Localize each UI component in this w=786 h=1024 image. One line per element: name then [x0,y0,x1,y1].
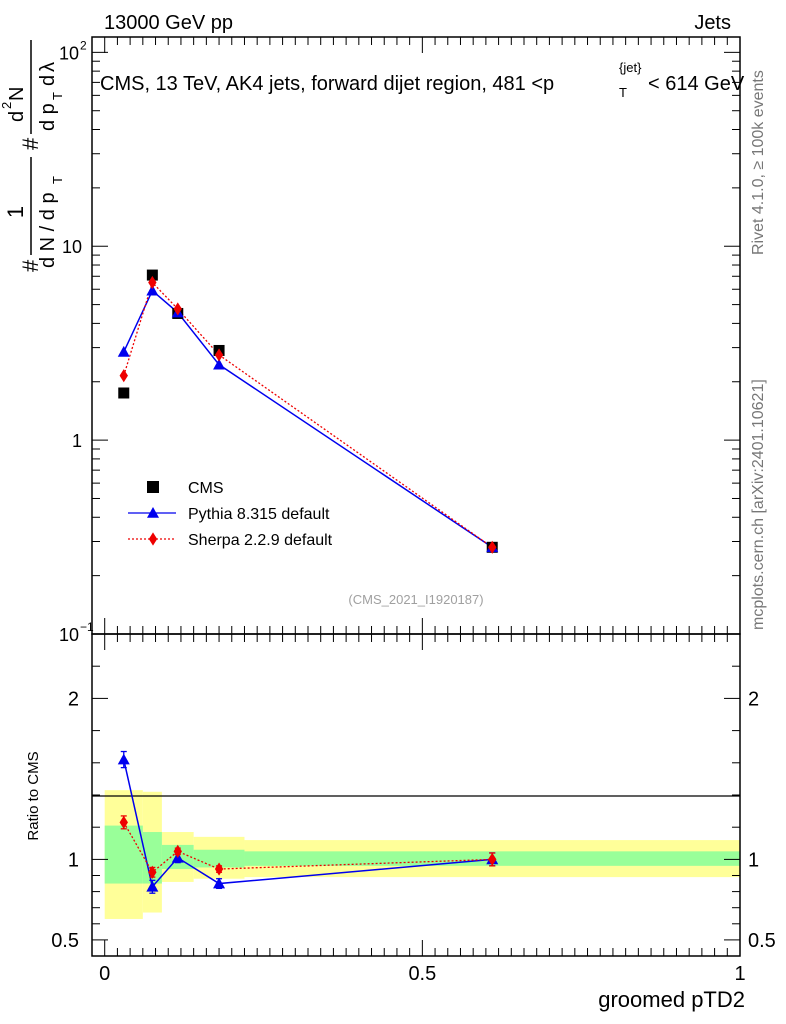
legend-cms-marker [147,481,159,493]
legend-pythia-8-315-default-marker [147,507,159,518]
svg-text:T: T [50,176,65,184]
main-y-axis-label: # 1 d N / d p T # d 2 N d p T d λ [0,40,65,272]
sherpa-2-2-9-default-point [488,540,497,554]
ratio-pythia-8-315-default-point [117,753,130,765]
ratio-sherpa-2-2-9-default-point [488,852,497,866]
x-tick-label: 0.5 [408,963,436,985]
pythia-8-315-default-point [213,358,226,370]
ratio-y-tick-label-right: 1 [748,849,759,871]
x-tick-label: 0 [99,963,110,985]
main-series-markers [117,269,499,554]
ratio-y-axis-label: Ratio to CMS [25,751,42,840]
ratio-pythia-8-315-default-point [146,880,159,892]
ratio-y-tick-label-right: 2 [748,688,759,710]
sherpa-2-2-9-default-point [214,348,224,362]
title-sup: {jet} [619,60,642,75]
ratio-y-tick-label: 2 [68,688,79,710]
x-axis-label: groomed pTD2 [598,987,745,1012]
svg-text:N: N [6,87,28,101]
svg-text:d: d [37,75,59,86]
y-tick-label-exponent: 2 [80,38,87,52]
ratio-sherpa-2-2-9-default-point [173,844,182,858]
mcplots-label: mcplots.cern.ch [arXiv:2401.10621] [750,379,767,630]
svg-text:d N / d p: d N / d p [37,192,59,268]
uncertainty-bands [104,790,740,919]
y-tick-label-exponent: −1 [80,620,94,634]
svg-text:#: # [18,137,43,150]
ratio-sherpa-2-2-9-default-point [119,815,128,829]
energy-label: 13000 GeV pp [104,12,233,34]
ratio-plot-panel: 0.5 0.51 12 20 0.5 1 [51,633,776,985]
title-sub: T [619,85,627,100]
svg-text:1: 1 [3,206,28,218]
ratio-pythia-8-315-default-point [213,877,226,889]
ratio-y-tick-label-right: 0.5 [748,930,776,952]
legend-cms-label: CMS [188,480,224,497]
legend: CMS Pythia 8.315 default Sherpa 2.2.9 defa… [128,480,333,549]
svg-text:d p: d p [37,103,59,131]
pythia-8-315-default-point [146,284,159,296]
plot-title: CMS, 13 TeV, AK4 jets, forward dijet reg… [100,60,745,100]
legend-sherpa-2-2-9-default-label: Sherpa 2.2.9 default [188,532,333,549]
svg-text:2: 2 [0,102,14,109]
legend-sherpa-2-2-9-default-marker [148,532,158,546]
svg-text:T: T [50,92,65,100]
process-label: Jets [694,12,731,34]
legend-pythia-8-315-default-label: Pythia 8.315 default [188,506,330,523]
y-tick-label: 1 [72,431,82,451]
pythia-8-315-default-point [117,345,130,357]
y-tick-label: 10 [59,625,79,645]
sherpa-2-2-9-default-point [173,302,182,316]
y-tick-label: 10 [59,43,79,63]
analysis-watermark: (CMS_2021_I1920187) [348,592,483,607]
sherpa-2-2-9-default-point [148,275,157,290]
ratio-sherpa-2-2-9-default-point [148,865,157,879]
cms-point [118,387,130,399]
svg-text:λ: λ [37,62,59,72]
sherpa-2-2-9-default-line [123,281,493,548]
ratio-sherpa-2-2-9-default-point [214,862,224,876]
y-tick-label: 10 [62,237,82,257]
uncertainty-band-stat [104,825,143,884]
ratio-plot-frame [91,633,741,957]
title-end: < 614 GeV [648,73,745,95]
rivet-label: Rivet 4.1.0, ≥ 100k events [750,70,767,255]
svg-text:d: d [6,111,28,122]
ratio-y-tick-label: 1 [68,849,79,871]
cms-point [146,269,158,281]
title-main: CMS, 13 TeV, AK4 jets, forward dijet reg… [100,73,554,95]
uncertainty-band-stat [142,832,162,884]
sherpa-2-2-9-default-point [119,369,128,383]
ratio-axis-ticks: 0.5 0.51 12 20 0.5 1 [51,634,776,985]
ratio-y-tick-label: 0.5 [51,930,79,952]
ratio-series-markers [117,750,499,894]
svg-text:#: # [18,259,43,272]
x-tick-label: 1 [734,963,745,985]
